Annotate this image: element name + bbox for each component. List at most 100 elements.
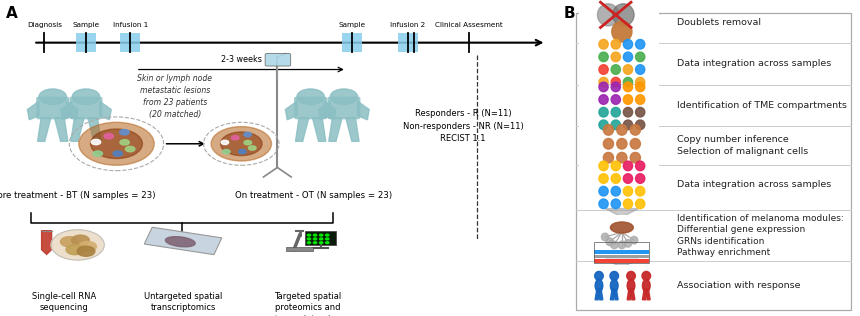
- Ellipse shape: [627, 279, 635, 292]
- Circle shape: [120, 130, 129, 135]
- Circle shape: [636, 65, 645, 74]
- Circle shape: [599, 186, 608, 196]
- Circle shape: [630, 125, 641, 135]
- Circle shape: [320, 234, 322, 236]
- Circle shape: [636, 199, 645, 209]
- Circle shape: [611, 65, 620, 74]
- Bar: [120, 33, 140, 52]
- Circle shape: [636, 52, 645, 62]
- Polygon shape: [38, 118, 51, 141]
- Bar: [579, 215, 659, 256]
- Circle shape: [77, 246, 95, 256]
- Circle shape: [606, 238, 613, 246]
- Polygon shape: [71, 118, 84, 141]
- Text: Identification of melanoma modules:
Differential gene expression
GRNs identifica: Identification of melanoma modules: Diff…: [677, 214, 844, 257]
- Circle shape: [624, 82, 633, 92]
- Circle shape: [617, 125, 627, 135]
- Circle shape: [599, 65, 608, 74]
- Polygon shape: [88, 118, 101, 141]
- Circle shape: [624, 52, 633, 62]
- FancyBboxPatch shape: [70, 97, 102, 119]
- Polygon shape: [54, 118, 68, 141]
- Circle shape: [599, 95, 608, 104]
- Polygon shape: [627, 289, 631, 300]
- Text: On treatment - OT (N samples = 23): On treatment - OT (N samples = 23): [235, 191, 392, 200]
- Bar: [594, 242, 649, 263]
- Polygon shape: [605, 209, 639, 217]
- Polygon shape: [66, 101, 78, 120]
- Polygon shape: [605, 83, 639, 92]
- Circle shape: [72, 89, 100, 105]
- Circle shape: [90, 129, 143, 159]
- Bar: [342, 33, 362, 52]
- Circle shape: [79, 241, 96, 252]
- Polygon shape: [605, 259, 639, 268]
- Circle shape: [231, 136, 239, 140]
- Polygon shape: [642, 289, 647, 300]
- Circle shape: [599, 77, 608, 87]
- Circle shape: [630, 138, 641, 149]
- Polygon shape: [28, 101, 39, 120]
- Polygon shape: [324, 101, 336, 120]
- Bar: [144, 227, 222, 255]
- Circle shape: [612, 4, 634, 26]
- Text: Identification of TME compartments: Identification of TME compartments: [677, 101, 847, 110]
- Circle shape: [611, 107, 620, 117]
- Circle shape: [599, 107, 608, 117]
- Circle shape: [60, 237, 78, 247]
- Circle shape: [624, 199, 633, 209]
- Circle shape: [630, 152, 641, 163]
- Circle shape: [244, 132, 251, 137]
- Polygon shape: [599, 289, 603, 300]
- Bar: [305, 231, 335, 245]
- Circle shape: [599, 52, 608, 62]
- Text: 2-3 weeks: 2-3 weeks: [221, 55, 261, 64]
- Circle shape: [611, 199, 620, 209]
- Circle shape: [604, 152, 613, 163]
- Bar: [76, 33, 96, 52]
- Circle shape: [611, 40, 620, 49]
- Ellipse shape: [611, 222, 633, 233]
- Circle shape: [595, 271, 603, 280]
- FancyBboxPatch shape: [36, 97, 69, 119]
- Polygon shape: [346, 118, 359, 141]
- Circle shape: [307, 238, 310, 240]
- Polygon shape: [61, 101, 72, 120]
- Text: Clinical Assesment: Clinical Assesment: [435, 22, 502, 28]
- Circle shape: [211, 127, 272, 161]
- Circle shape: [611, 52, 620, 62]
- Polygon shape: [614, 289, 618, 300]
- Circle shape: [599, 174, 608, 183]
- Circle shape: [599, 40, 608, 49]
- Ellipse shape: [611, 279, 618, 292]
- Circle shape: [79, 122, 154, 165]
- Text: Infusion 1: Infusion 1: [113, 22, 148, 28]
- Circle shape: [611, 82, 620, 92]
- Text: Diagnosis: Diagnosis: [27, 22, 62, 28]
- Circle shape: [617, 138, 627, 149]
- Circle shape: [297, 89, 324, 105]
- Polygon shape: [605, 124, 639, 133]
- Circle shape: [627, 271, 636, 280]
- Text: Skin or lymph node
metastatic lesions
from 23 patients
(20 matched): Skin or lymph node metastatic lesions fr…: [138, 74, 212, 118]
- Circle shape: [636, 77, 645, 87]
- Circle shape: [636, 161, 645, 171]
- Circle shape: [326, 234, 329, 236]
- Circle shape: [599, 120, 608, 130]
- Circle shape: [91, 139, 101, 145]
- Text: A: A: [5, 6, 17, 21]
- Circle shape: [636, 186, 645, 196]
- Circle shape: [307, 234, 310, 236]
- Bar: [397, 33, 418, 52]
- Circle shape: [624, 174, 633, 183]
- Circle shape: [307, 242, 310, 244]
- Circle shape: [624, 240, 631, 247]
- Circle shape: [66, 245, 83, 255]
- Polygon shape: [41, 231, 52, 254]
- Text: Sample: Sample: [72, 22, 100, 28]
- Circle shape: [320, 242, 322, 244]
- Ellipse shape: [165, 237, 195, 247]
- Circle shape: [51, 230, 104, 260]
- Circle shape: [624, 77, 633, 87]
- Circle shape: [642, 271, 650, 280]
